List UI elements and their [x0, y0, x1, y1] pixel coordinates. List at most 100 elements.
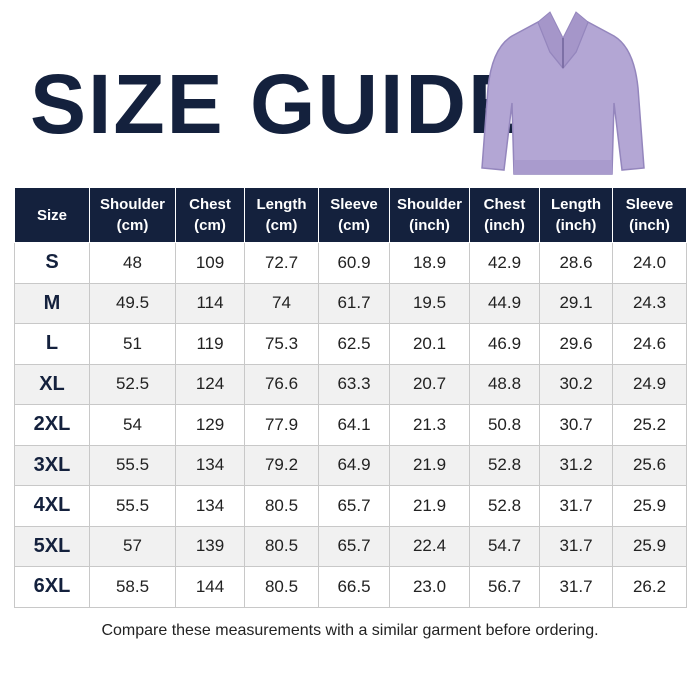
header-row: Size Shoulder (cm) Chest (cm) Length (cm) Sl… — [14, 187, 687, 243]
table-row: XL 52.5 124 76.6 63.3 20.7 48.8 30.2 24.9 — [14, 363, 687, 405]
measurement-cell: 20.7 — [389, 363, 470, 405]
measurement-cell: 23.0 — [389, 566, 470, 608]
size-cell: 4XL — [14, 485, 90, 527]
measurement-cell: 30.7 — [539, 404, 613, 446]
measurement-cell: 24.9 — [612, 363, 687, 405]
size-cell: 3XL — [14, 444, 90, 486]
measurement-cell: 64.1 — [318, 404, 390, 446]
measurement-cell: 80.5 — [244, 525, 319, 567]
measurement-cell: 58.5 — [89, 566, 176, 608]
measurement-cell: 119 — [175, 323, 245, 365]
measurement-cell: 52.8 — [469, 485, 540, 527]
measurement-cell: 31.7 — [539, 485, 613, 527]
measurement-cell: 52.8 — [469, 444, 540, 486]
measurement-cell: 134 — [175, 485, 245, 527]
measurement-cell: 64.9 — [318, 444, 390, 486]
measurement-cell: 129 — [175, 404, 245, 446]
column-header: Length (inch) — [539, 187, 613, 243]
size-cell: M — [14, 282, 90, 324]
measurement-cell: 76.6 — [244, 363, 319, 405]
table-row: 2XL 54 129 77.9 64.1 21.3 50.8 30.7 25.2 — [14, 404, 687, 446]
measurement-cell: 61.7 — [318, 282, 390, 324]
measurement-cell: 24.3 — [612, 282, 687, 324]
measurement-cell: 21.9 — [389, 444, 470, 486]
measurement-cell: 139 — [175, 525, 245, 567]
measurement-cell: 46.9 — [469, 323, 540, 365]
measurement-cell: 144 — [175, 566, 245, 608]
measurement-cell: 65.7 — [318, 525, 390, 567]
measurement-cell: 28.6 — [539, 242, 613, 284]
measurement-cell: 31.7 — [539, 525, 613, 567]
measurement-cell: 66.5 — [318, 566, 390, 608]
measurement-cell: 50.8 — [469, 404, 540, 446]
column-header: Sleeve (inch) — [612, 187, 687, 243]
size-cell: L — [14, 323, 90, 365]
table-row: 6XL 58.5 144 80.5 66.5 23.0 56.7 31.7 26.2 — [14, 566, 687, 608]
measurement-cell: 57 — [89, 525, 176, 567]
size-cell: XL — [14, 363, 90, 405]
measurement-cell: 55.5 — [89, 444, 176, 486]
measurement-cell: 22.4 — [389, 525, 470, 567]
measurement-cell: 25.9 — [612, 485, 687, 527]
title: SIZE GUIDE — [30, 57, 527, 151]
table-row: S 48 109 72.7 60.9 18.9 42.9 28.6 24.0 — [14, 242, 687, 284]
measurement-cell: 114 — [175, 282, 245, 324]
measurement-cell: 54.7 — [469, 525, 540, 567]
column-header: Shoulder (inch) — [389, 187, 470, 243]
sweater-image — [481, 11, 645, 175]
measurement-cell: 18.9 — [389, 242, 470, 284]
measurement-cell: 79.2 — [244, 444, 319, 486]
measurement-cell: 60.9 — [318, 242, 390, 284]
measurement-cell: 29.1 — [539, 282, 613, 324]
measurement-cell: 63.3 — [318, 363, 390, 405]
measurement-cell: 80.5 — [244, 485, 319, 527]
measurement-cell: 24.0 — [612, 242, 687, 284]
size-cell: 6XL — [14, 566, 90, 608]
column-header: Shoulder (cm) — [89, 187, 176, 243]
measurement-cell: 48 — [89, 242, 176, 284]
measurement-cell: 29.6 — [539, 323, 613, 365]
column-header: Chest (cm) — [175, 187, 245, 243]
table-row: 5XL 57 139 80.5 65.7 22.4 54.7 31.7 25.9 — [14, 525, 687, 567]
measurement-cell: 31.2 — [539, 444, 613, 486]
measurement-cell: 75.3 — [244, 323, 319, 365]
column-header: Size — [14, 187, 90, 243]
measurement-cell: 65.7 — [318, 485, 390, 527]
table-row: 3XL 55.5 134 79.2 64.9 21.9 52.8 31.2 25.6 — [14, 444, 687, 486]
measurement-cell: 21.9 — [389, 485, 470, 527]
size-cell: S — [14, 242, 90, 284]
footer-note: Compare these measurements with a simila… — [101, 622, 599, 639]
measurement-cell: 25.6 — [612, 444, 687, 486]
measurement-cell: 19.5 — [389, 282, 470, 324]
size-table: Size Shoulder (cm) Chest (cm) Length (cm) Sl… — [14, 187, 687, 608]
measurement-cell: 31.7 — [539, 566, 613, 608]
measurement-cell: 109 — [175, 242, 245, 284]
size-cell: 5XL — [14, 525, 90, 567]
measurement-cell: 51 — [89, 323, 176, 365]
size-cell: 2XL — [14, 404, 90, 446]
table-row: 4XL 55.5 134 80.5 65.7 21.9 52.8 31.7 25.9 — [14, 485, 687, 527]
measurement-cell: 55.5 — [89, 485, 176, 527]
measurement-cell: 26.2 — [612, 566, 687, 608]
table-row: L 51 119 75.3 62.5 20.1 46.9 29.6 24.6 — [14, 323, 687, 365]
measurement-cell: 74 — [244, 282, 319, 324]
measurement-cell: 25.2 — [612, 404, 687, 446]
column-header: Chest (inch) — [469, 187, 540, 243]
measurement-cell: 20.1 — [389, 323, 470, 365]
measurement-cell: 124 — [175, 363, 245, 405]
measurement-cell: 72.7 — [244, 242, 319, 284]
measurement-cell: 52.5 — [89, 363, 176, 405]
column-header: Length (cm) — [244, 187, 319, 243]
measurement-cell: 54 — [89, 404, 176, 446]
measurement-cell: 56.7 — [469, 566, 540, 608]
measurement-cell: 49.5 — [89, 282, 176, 324]
measurement-cell: 48.8 — [469, 363, 540, 405]
measurement-cell: 30.2 — [539, 363, 613, 405]
measurement-cell: 25.9 — [612, 525, 687, 567]
measurement-cell: 24.6 — [612, 323, 687, 365]
measurement-cell: 21.3 — [389, 404, 470, 446]
measurement-cell: 42.9 — [469, 242, 540, 284]
measurement-cell: 134 — [175, 444, 245, 486]
measurement-cell: 44.9 — [469, 282, 540, 324]
